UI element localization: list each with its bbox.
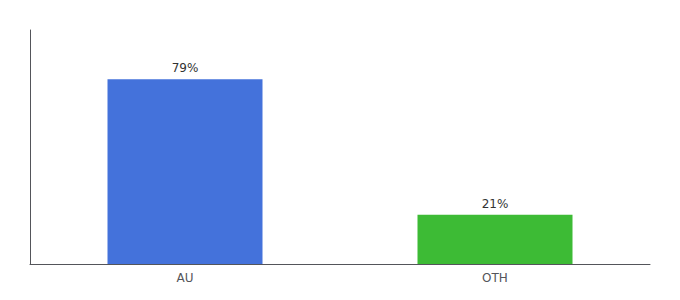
svg-text:AU: AU <box>177 271 194 285</box>
svg-text:79%: 79% <box>172 61 199 75</box>
svg-text:21%: 21% <box>482 197 509 211</box>
svg-text:OTH: OTH <box>482 271 508 285</box>
